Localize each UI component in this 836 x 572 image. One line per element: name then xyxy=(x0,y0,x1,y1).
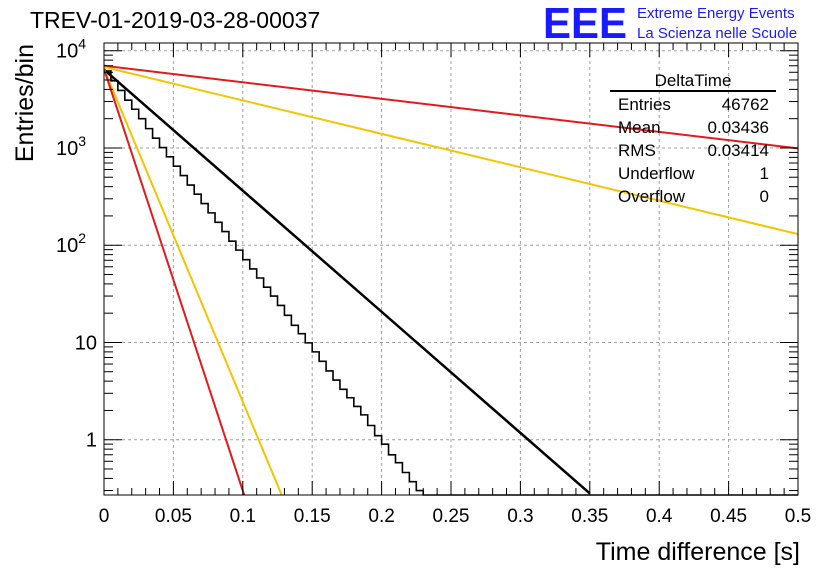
x-axis-ticks: 0 0.05 0.1 0.15 0.2 0.25 0.3 0.35 0.4 0.45 0.5 xyxy=(99,43,811,527)
x-tick-label: 0.1 xyxy=(230,506,256,527)
stats-label-rms: RMS xyxy=(618,141,656,160)
x-tick-label: 0 xyxy=(99,506,110,527)
stats-box: DeltaTime Entries 46762 Mean 0.03436 RMS… xyxy=(610,71,776,206)
fit-lines xyxy=(104,64,798,495)
stats-label-entries: Entries xyxy=(618,95,671,114)
x-tick-label: 0.25 xyxy=(433,506,470,527)
chart-title: TREV-01-2019-03-28-00037 xyxy=(30,7,320,33)
stats-box-title: DeltaTime xyxy=(655,71,732,90)
x-tick-label: 0.5 xyxy=(785,506,811,527)
y-axis-label: Entries/bin xyxy=(11,44,39,162)
fit-line-1 xyxy=(104,64,798,150)
x-tick-label: 0.4 xyxy=(646,506,673,527)
stats-value-rms: 0.03414 xyxy=(708,141,769,160)
stats-label-overflow: Overflow xyxy=(618,187,686,206)
x-tick-label: 0.15 xyxy=(294,506,331,527)
x-tick-label: 0.35 xyxy=(571,506,608,527)
logo-line-2: La Scienza nelle Scuole xyxy=(637,25,797,42)
x-tick-label: 0.3 xyxy=(507,506,533,527)
y-tick-label: 102 xyxy=(56,230,86,257)
y-tick-label: 10 xyxy=(75,332,97,354)
x-tick-label: 0.2 xyxy=(368,506,394,527)
fit-line-0 xyxy=(104,68,591,495)
y-tick-label: 104 xyxy=(56,36,86,63)
fit-line-3 xyxy=(104,68,283,495)
grid xyxy=(104,43,798,495)
logo-line-1: Extreme Energy Events xyxy=(637,5,795,22)
fit-line-4 xyxy=(104,68,246,495)
eee-logo: EEE Extreme Energy Events La Scienza nel… xyxy=(543,0,797,48)
stats-value-overflow: 0 xyxy=(760,187,769,206)
eee-logo-text: EEE xyxy=(543,0,627,48)
stats-label-mean: Mean xyxy=(618,118,661,137)
x-axis-label: Time difference [s] xyxy=(596,538,800,566)
stats-value-mean: 0.03436 xyxy=(708,118,769,137)
x-tick-label: 0.05 xyxy=(155,506,192,527)
stats-label-underflow: Underflow xyxy=(618,164,695,183)
y-tick-label: 103 xyxy=(56,133,86,160)
y-tick-label: 1 xyxy=(86,430,97,452)
stats-value-entries: 46762 xyxy=(722,95,769,114)
fit-line-2 xyxy=(104,66,798,236)
stats-value-underflow: 1 xyxy=(760,164,769,183)
x-tick-label: 0.45 xyxy=(710,506,747,527)
